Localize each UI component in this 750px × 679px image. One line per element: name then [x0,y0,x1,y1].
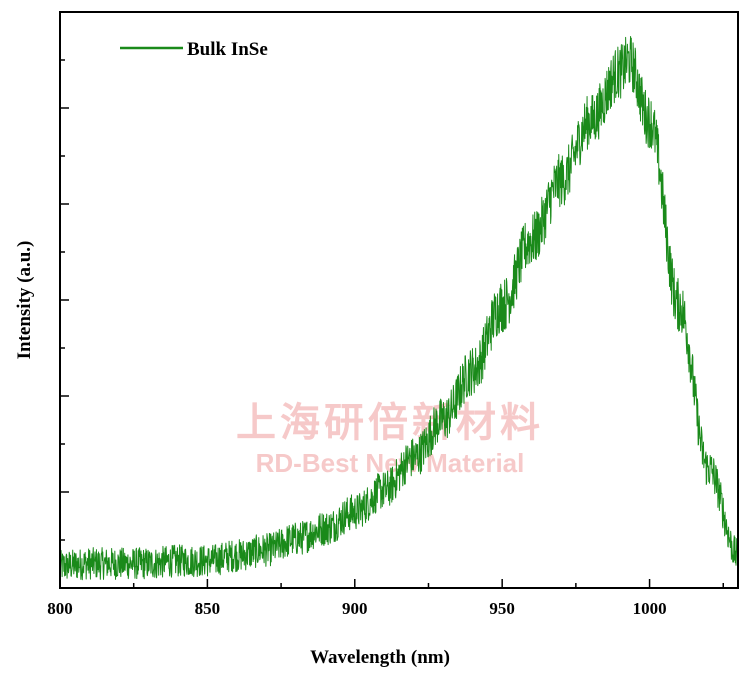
watermark: 上海研倍新材料 RD-Best New Material [236,400,544,478]
x-axis-ticks: 800 850 900 950 1000 [47,579,725,618]
x-axis-title: Wavelength (nm) [310,647,450,668]
watermark-cn: 上海研倍新材料 [236,400,544,446]
x-tick-label: 1000 [633,599,667,618]
x-tick-label: 900 [342,599,368,618]
series-layer [59,35,739,581]
x-tick-label: 800 [47,599,73,618]
series-line-bulk-inse [59,35,739,581]
y-axis-ticks [60,59,69,541]
y-axis-title: Intensity (a.u.) [14,241,35,360]
watermark-en: RD-Best New Material [256,448,525,478]
legend: Bulk InSe [120,39,268,60]
x-tick-label: 950 [489,599,515,618]
x-tick-label: 850 [195,599,221,618]
plot-frame [59,11,739,589]
legend-label-bulk-inse: Bulk InSe [187,39,268,60]
